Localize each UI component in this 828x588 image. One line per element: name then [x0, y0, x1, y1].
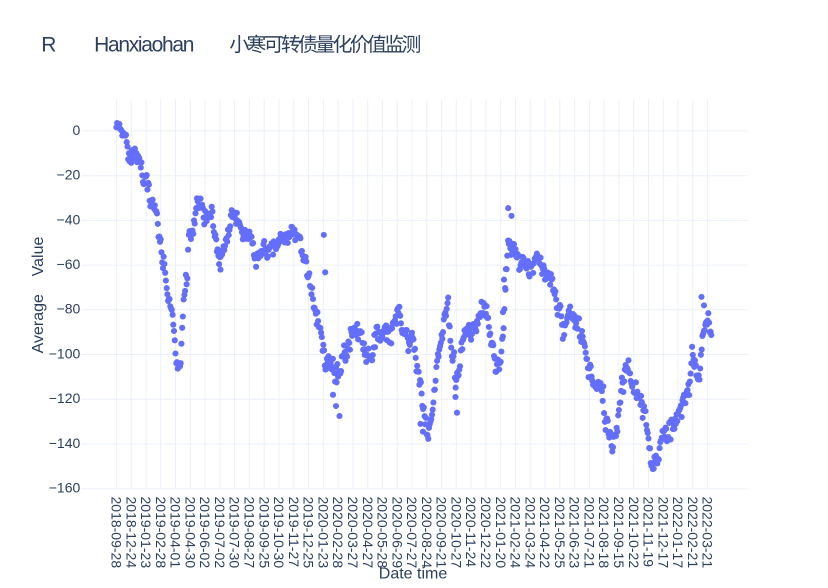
- svg-text:Average Value: Average Value: [30, 236, 47, 353]
- svg-text:2019-06-02: 2019-06-02: [197, 497, 213, 569]
- svg-text:2020-11-24: 2020-11-24: [463, 497, 479, 568]
- svg-text:2020-02-28: 2020-02-28: [330, 497, 346, 569]
- svg-text:2020-08-24: 2020-08-24: [419, 497, 435, 569]
- svg-text:2019-04-30: 2019-04-30: [182, 497, 198, 569]
- svg-text:2020-04-27: 2020-04-27: [360, 497, 376, 569]
- svg-text:2019-07-02: 2019-07-02: [212, 497, 228, 569]
- svg-text:2021-02-24: 2021-02-24: [508, 497, 524, 569]
- svg-text:2022-01-17: 2022-01-17: [670, 497, 686, 569]
- svg-text:2021-05-25: 2021-05-25: [552, 497, 568, 569]
- svg-text:2019-02-28: 2019-02-28: [153, 497, 169, 569]
- svg-text:Hanxiaohan: Hanxiaohan: [94, 33, 194, 56]
- svg-text:2019-07-30: 2019-07-30: [227, 497, 243, 569]
- svg-text:2021-11-19: 2021-11-19: [641, 497, 657, 568]
- svg-text:2019-08-27: 2019-08-27: [242, 497, 258, 569]
- svg-text:−60: −60: [57, 256, 81, 272]
- svg-text:−160: −160: [49, 480, 81, 496]
- svg-text:2019-12-25: 2019-12-25: [301, 497, 317, 569]
- svg-text:2020-05-28: 2020-05-28: [375, 497, 391, 569]
- svg-text:2022-03-21: 2022-03-21: [700, 497, 716, 569]
- svg-text:2020-06-29: 2020-06-29: [389, 497, 405, 569]
- svg-text:2018-12-24: 2018-12-24: [123, 497, 139, 569]
- svg-text:2020-09-21: 2020-09-21: [434, 497, 450, 569]
- svg-text:2021-12-17: 2021-12-17: [655, 497, 671, 569]
- svg-text:2019-11-27: 2019-11-27: [286, 497, 302, 568]
- svg-text:2020-07-27: 2020-07-27: [404, 497, 420, 569]
- svg-text:2021-03-24: 2021-03-24: [522, 497, 538, 569]
- svg-text:2019-04-01: 2019-04-01: [168, 497, 184, 569]
- svg-text:R: R: [41, 33, 56, 56]
- svg-text:−100: −100: [49, 345, 81, 361]
- svg-text:2020-01-23: 2020-01-23: [315, 497, 331, 569]
- svg-text:2021-04-22: 2021-04-22: [537, 497, 553, 569]
- svg-text:−80: −80: [57, 301, 81, 317]
- svg-text:Date time: Date time: [379, 565, 448, 582]
- svg-text:−20: −20: [57, 167, 81, 183]
- svg-text:0: 0: [73, 122, 81, 138]
- svg-text:2020-03-27: 2020-03-27: [345, 497, 361, 569]
- svg-text:2021-07-21: 2021-07-21: [582, 497, 598, 569]
- svg-text:−40: −40: [57, 211, 81, 227]
- svg-text:2019-10-30: 2019-10-30: [271, 497, 287, 569]
- svg-text:2021-06-23: 2021-06-23: [567, 497, 583, 569]
- svg-text:2021-09-15: 2021-09-15: [611, 497, 627, 569]
- svg-text:2020-10-27: 2020-10-27: [448, 497, 464, 569]
- svg-text:−140: −140: [49, 435, 81, 451]
- svg-text:2019-09-25: 2019-09-25: [256, 497, 272, 569]
- svg-text:2022-02-21: 2022-02-21: [685, 497, 701, 569]
- svg-text:2019-01-23: 2019-01-23: [138, 497, 154, 569]
- svg-text:2021-01-20: 2021-01-20: [493, 497, 509, 569]
- svg-text:2021-08-18: 2021-08-18: [596, 497, 612, 569]
- svg-text:2020-12-22: 2020-12-22: [478, 497, 494, 569]
- svg-text:−120: −120: [49, 390, 81, 406]
- svg-text:2021-10-22: 2021-10-22: [626, 497, 642, 569]
- svg-text:2018-09-28: 2018-09-28: [109, 497, 125, 569]
